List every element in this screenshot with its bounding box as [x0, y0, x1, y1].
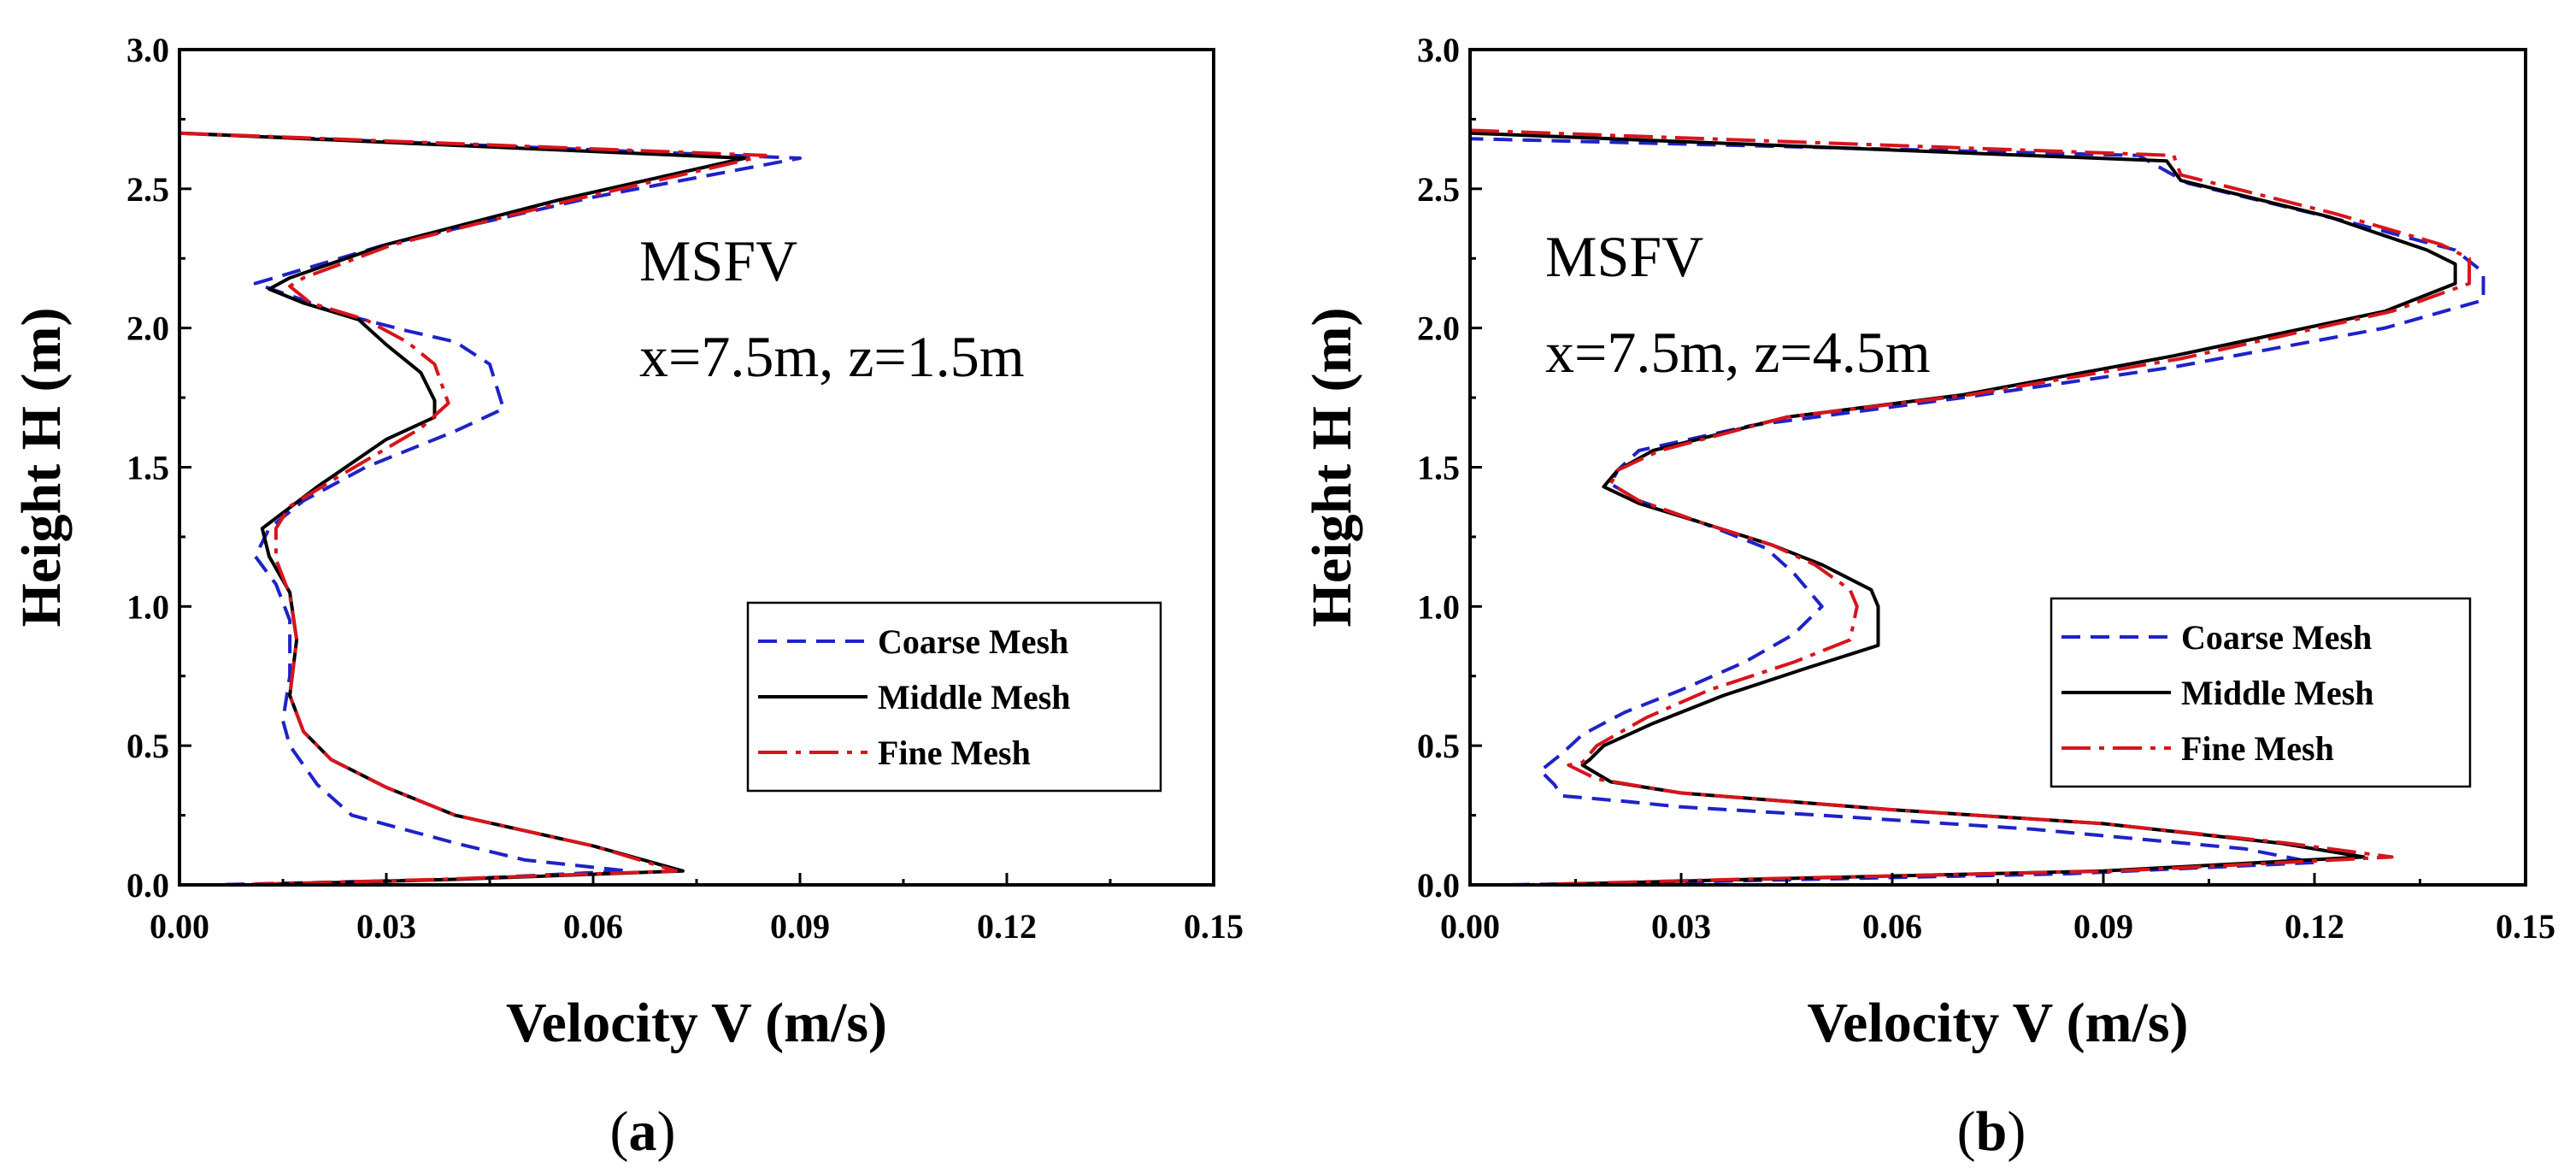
x-tick-label: 0.06	[1862, 907, 1922, 946]
chart-panel-b: 0.00 0.03 0.06 0.09 0.12 0.15 0.0 0.5 1.0 1.5 2.0 2…	[1301, 31, 2555, 1163]
annotation-text: MSFV	[1545, 224, 1703, 289]
y-tick-label: 3.0	[126, 31, 169, 69]
x-tick-label: 0.00	[150, 907, 209, 946]
y-tick-label: 0.0	[126, 866, 169, 905]
y-tick-label: 1.0	[1417, 587, 1460, 626]
x-tick-label: 0.03	[356, 907, 416, 946]
legend-entry: Fine Mesh	[2181, 729, 2334, 768]
x-tick-label: 0.15	[2496, 907, 2555, 946]
legend-entry: Middle Mesh	[2181, 674, 2374, 712]
y-tick-label: 0.5	[126, 727, 169, 765]
panel-label: (b)	[1957, 1100, 2026, 1163]
y-tick-label: 2.5	[126, 170, 169, 209]
x-axis-label: Velocity V (m/s)	[1807, 992, 2188, 1054]
legend-entry: Coarse Mesh	[878, 622, 1068, 661]
y-axis-label: Height H (m)	[10, 308, 73, 628]
y-tick-label: 0.0	[1417, 866, 1460, 905]
y-tick-label: 2.5	[1417, 170, 1460, 209]
legend-entry: Coarse Mesh	[2181, 618, 2372, 657]
y-tick-label: 1.5	[126, 449, 169, 487]
y-tick-label: 1.5	[1417, 449, 1460, 487]
series-line-coarse-mesh	[1470, 133, 2485, 885]
x-tick-label: 0.00	[1440, 907, 1500, 946]
x-tick-label: 0.12	[977, 907, 1037, 946]
legend-box	[746, 601, 1162, 793]
y-tick-label: 3.0	[1417, 31, 1460, 69]
x-tick-label: 0.06	[563, 907, 623, 946]
series-line-fine-mesh	[179, 131, 768, 885]
x-tick-label: 0.12	[2285, 907, 2344, 946]
y-tick-label: 2.0	[126, 309, 169, 348]
legend-entry: Fine Mesh	[878, 734, 1031, 772]
panel-label: (a)	[610, 1100, 676, 1163]
chart-panel-a: 0.00 0.03 0.06 0.09 0.12 0.15 0.0 0.5 1.0 1.5 2.0 2…	[10, 31, 1244, 1163]
legend: Coarse Mesh Middle Mesh Fine Mesh	[746, 601, 1162, 793]
x-tick-label: 0.03	[1651, 907, 1711, 946]
y-tick-label: 1.0	[126, 587, 169, 626]
x-tick-label: 0.09	[770, 907, 830, 946]
annotation-text: x=7.5m, z=4.5m	[1545, 320, 1931, 385]
y-axis-label: Height H (m)	[1301, 308, 1363, 628]
x-axis-label: Velocity V (m/s)	[506, 992, 887, 1054]
legend: Coarse Mesh Middle Mesh Fine Mesh	[2050, 597, 2472, 788]
legend-entry: Middle Mesh	[878, 678, 1071, 716]
series-line-fine-mesh	[1470, 128, 2472, 885]
annotation-text: x=7.5m, z=1.5m	[639, 324, 1025, 389]
y-tick-label: 2.0	[1417, 309, 1460, 348]
x-tick-label: 0.15	[1184, 907, 1244, 946]
x-tick-label: 0.09	[2073, 907, 2133, 946]
annotation-text: MSFV	[639, 228, 797, 293]
y-tick-label: 0.5	[1417, 727, 1460, 765]
